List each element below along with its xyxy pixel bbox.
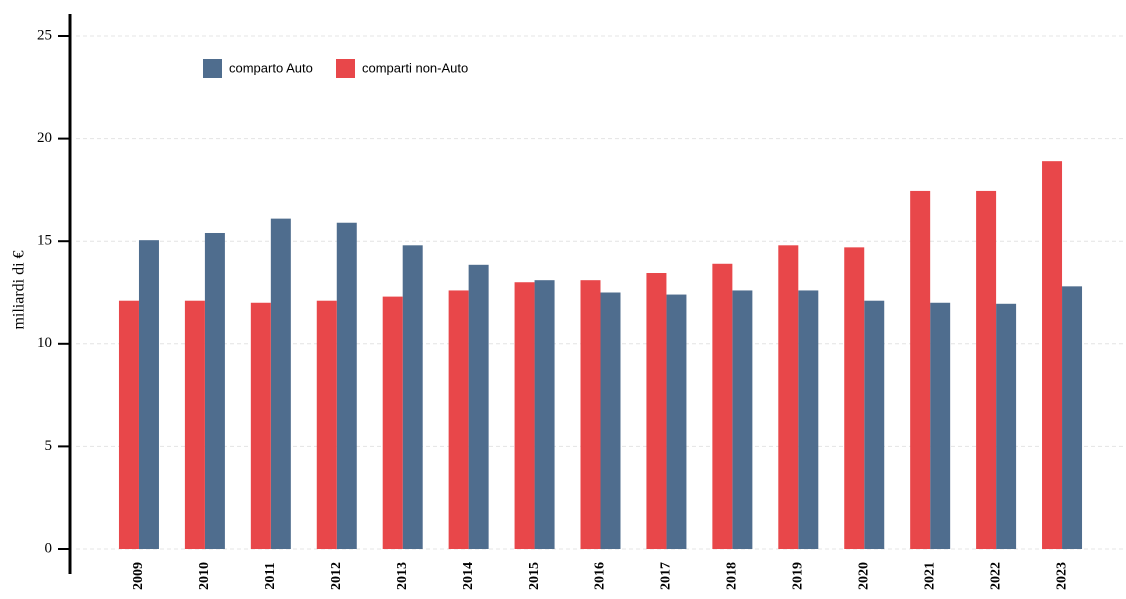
- y-tick-label: 10: [37, 335, 52, 351]
- bar: [448, 290, 469, 549]
- bar: [118, 300, 139, 549]
- x-tick-label: 2013: [395, 562, 410, 590]
- bar: [732, 290, 753, 549]
- y-axis-label: miliardi di €: [11, 250, 28, 329]
- x-tick-label: 2017: [659, 562, 674, 590]
- bar: [996, 303, 1017, 549]
- bar: [864, 300, 885, 549]
- bar: [250, 302, 271, 549]
- legend-label: comparti non-Auto: [362, 60, 468, 75]
- x-tick-label: 2018: [725, 562, 740, 590]
- bar: [1062, 286, 1083, 549]
- y-tick-label: 0: [45, 540, 53, 556]
- bar: [204, 232, 225, 549]
- bar: [468, 264, 489, 549]
- bar: [534, 280, 555, 549]
- bar: [270, 218, 291, 550]
- bar: [1042, 161, 1063, 549]
- bar: [600, 292, 621, 549]
- legend-swatch: [203, 59, 222, 78]
- bar: [798, 290, 819, 549]
- x-tick-label: 2012: [329, 562, 344, 590]
- bar: [514, 282, 535, 549]
- bar: [382, 296, 403, 549]
- x-tick-label: 2020: [856, 562, 871, 590]
- bar: [844, 247, 865, 549]
- x-tick-label: 2010: [197, 562, 212, 590]
- x-tick-label: 2015: [527, 562, 542, 590]
- y-tick-label: 5: [45, 438, 53, 454]
- x-tick-label: 2016: [593, 562, 608, 590]
- x-tick-label: 2009: [131, 562, 146, 590]
- bar: [184, 300, 205, 549]
- x-tick-label: 2023: [1054, 562, 1069, 590]
- bar: [316, 300, 337, 549]
- bar: [666, 294, 687, 549]
- legend-label: comparto Auto: [229, 60, 313, 75]
- bar: [138, 240, 159, 549]
- x-tick-label: 2019: [791, 562, 806, 590]
- bar: [976, 190, 997, 549]
- y-tick-label: 15: [37, 233, 52, 249]
- x-tick-label: 2014: [461, 562, 476, 590]
- x-tick-label: 2021: [922, 562, 937, 590]
- bar: [336, 222, 357, 549]
- bar: [646, 273, 667, 549]
- bar: [712, 263, 733, 549]
- bar: [580, 280, 601, 549]
- y-tick-label: 25: [37, 27, 52, 43]
- bar: [402, 245, 423, 549]
- bar: [778, 245, 799, 549]
- legend-swatch: [336, 59, 355, 78]
- bar: [910, 190, 931, 549]
- x-tick-label: 2011: [263, 562, 278, 589]
- x-tick-label: 2022: [988, 562, 1003, 590]
- bar: [930, 302, 951, 549]
- y-tick-label: 20: [37, 130, 52, 146]
